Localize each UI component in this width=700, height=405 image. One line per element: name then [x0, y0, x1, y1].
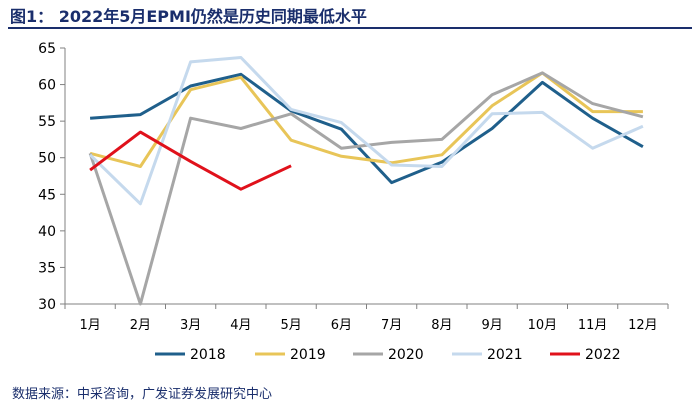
y-tick-label: 55	[38, 114, 56, 130]
x-tick-label: 12月	[628, 318, 658, 333]
y-tick-label: 40	[38, 224, 56, 240]
x-tick-label: 11月	[578, 318, 608, 333]
y-tick-label: 65	[38, 41, 56, 57]
x-tick-label: 3月	[180, 318, 201, 333]
x-tick-label: 7月	[381, 318, 402, 333]
y-tick-label: 50	[38, 151, 56, 167]
x-tick-label: 1月	[79, 318, 100, 333]
source-note: 数据来源：中采咨询，广发证券发展研究中心	[12, 387, 273, 402]
title-underline	[8, 27, 692, 29]
x-tick-label: 6月	[331, 318, 352, 333]
legend-label-2020: 2020	[388, 347, 424, 363]
legend-label-2018: 2018	[190, 347, 226, 363]
x-tick-label: 5月	[280, 318, 301, 333]
y-tick-label: 35	[38, 260, 56, 276]
x-tick-label: 9月	[481, 318, 502, 333]
series-line-2018	[89, 72, 644, 185]
legend-label-2022: 2022	[585, 347, 621, 363]
chart-title: 图1： 2022年5月EPMI仍然是历史同期最低水平	[10, 7, 367, 26]
legend-label-2019: 2019	[290, 347, 326, 363]
x-tick-label: 8月	[431, 318, 452, 333]
y-tick-label: 60	[38, 78, 56, 94]
legend-label-2021: 2021	[487, 347, 523, 363]
x-tick-label: 10月	[528, 318, 558, 333]
series-line-2022	[89, 130, 292, 191]
series-line-2021	[89, 56, 644, 206]
y-tick-label: 45	[38, 187, 56, 203]
y-tick-label: 30	[38, 297, 56, 313]
x-tick-label: 4月	[230, 318, 251, 333]
x-tick-label: 2月	[130, 318, 151, 333]
